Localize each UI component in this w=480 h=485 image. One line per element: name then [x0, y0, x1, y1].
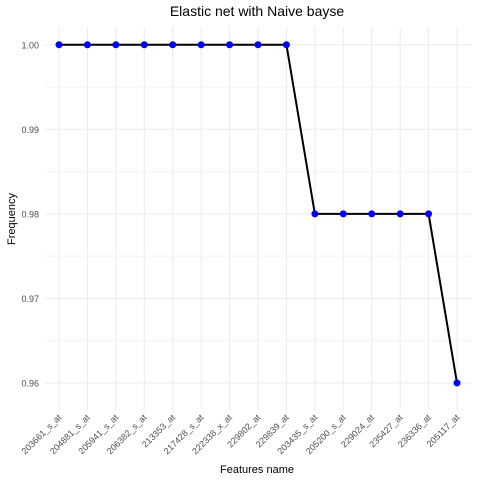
data-point [339, 210, 347, 218]
data-point [169, 41, 177, 49]
data-point [55, 41, 63, 49]
data-point [282, 41, 290, 49]
data-point [425, 210, 433, 218]
y-axis-ticks: 0.96 0.97 0.98 0.99 1.00 [21, 40, 39, 388]
data-point [140, 41, 148, 49]
grid-lines [45, 27, 472, 410]
y-axis-label: Frequency [6, 193, 18, 245]
data-point [311, 210, 319, 218]
y-tick-label: 0.96 [21, 378, 39, 388]
y-tick-label: 0.97 [21, 294, 39, 304]
data-point [83, 41, 91, 49]
data-points [55, 41, 461, 387]
y-tick-label: 0.98 [21, 209, 39, 219]
data-point [254, 41, 262, 49]
data-point [197, 41, 205, 49]
x-axis-ticks: 203661_s_at204881_s_at205941_s_at206382_… [20, 412, 462, 456]
y-tick-label: 0.99 [21, 125, 39, 135]
x-axis-label: Features name [220, 464, 294, 476]
data-point [112, 41, 120, 49]
data-point [368, 210, 376, 218]
data-point [396, 210, 404, 218]
y-tick-label: 1.00 [21, 40, 39, 50]
chart-title: Elastic net with Naive bayse [170, 3, 345, 19]
data-point [453, 379, 461, 387]
data-point [226, 41, 234, 49]
